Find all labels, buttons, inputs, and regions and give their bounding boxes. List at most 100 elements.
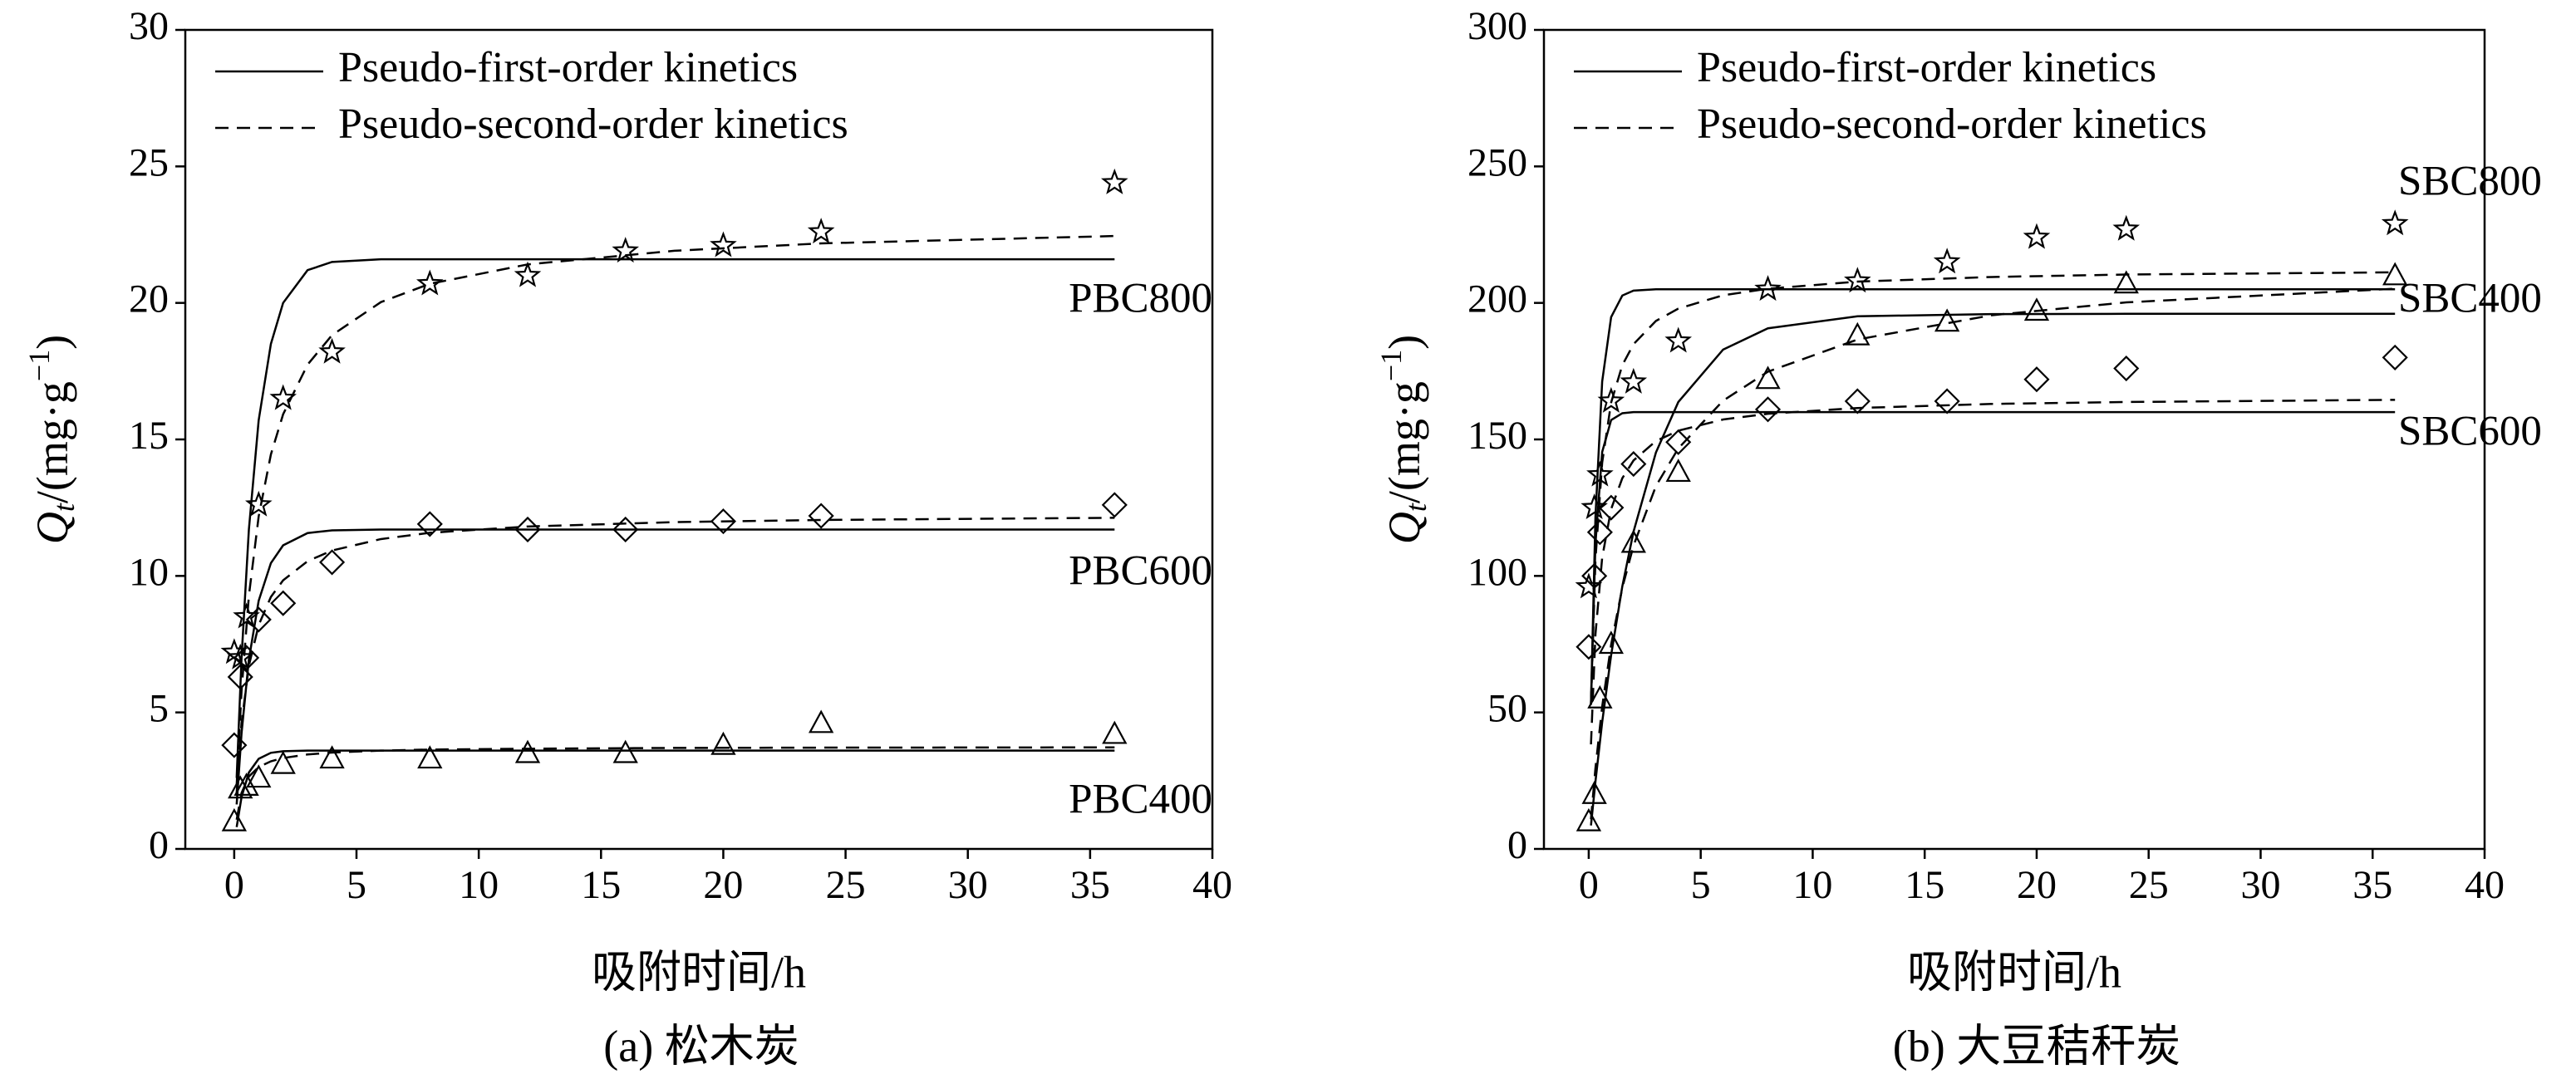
y-axis-label-part: −1 <box>22 350 56 381</box>
x-tick-label: 0 <box>1579 863 1599 907</box>
plot-frame <box>1542 28 2486 851</box>
data-point <box>1598 630 1625 655</box>
x-tick-label: 20 <box>2017 863 2057 907</box>
x-tick-label: 40 <box>2465 863 2505 907</box>
data-point <box>808 709 834 733</box>
y-tick-label: 15 <box>129 414 169 458</box>
data-point <box>612 739 638 763</box>
x-tick-label: 15 <box>1905 863 1944 907</box>
y-tick-label: 25 <box>129 140 169 184</box>
x-tick-label: 35 <box>2352 863 2392 907</box>
legend-label: Pseudo-second-order kinetics <box>1697 101 2207 148</box>
data-point <box>270 590 297 616</box>
x-tick-label: 25 <box>826 863 866 907</box>
data-point <box>319 549 346 576</box>
data-point <box>2112 214 2141 241</box>
x-axis-label: 吸附时间/h <box>1907 947 2121 997</box>
y-axis-label-part: Q <box>1379 512 1429 544</box>
data-point <box>1934 388 1960 414</box>
series-label: PBC800 <box>1069 276 1212 322</box>
legend-label: Pseudo-first-order kinetics <box>1697 44 2156 91</box>
data-point <box>2382 344 2408 370</box>
data-point <box>1598 494 1625 521</box>
x-tick-label: 40 <box>1192 863 1232 907</box>
y-tick-label: 200 <box>1467 277 1527 321</box>
data-point <box>2113 270 2139 294</box>
x-tick-label: 10 <box>459 863 499 907</box>
data-point <box>1754 396 1782 423</box>
data-point <box>1576 634 1602 660</box>
data-point <box>514 261 542 287</box>
data-point <box>234 773 259 797</box>
data-point <box>417 745 443 769</box>
data-point <box>1845 321 1871 346</box>
x-tick-label: 35 <box>1070 863 1110 907</box>
fit-line <box>235 746 1115 821</box>
data-point <box>228 775 253 799</box>
data-point <box>612 237 640 263</box>
data-point <box>234 645 260 671</box>
series-label: PBC600 <box>1069 548 1212 595</box>
y-axis-label-part: /(mg·g <box>1379 381 1429 503</box>
y-axis-label: Qt/(mg·g−1) <box>22 335 81 544</box>
data-point <box>808 503 834 529</box>
y-axis-label-part: t <box>47 503 81 512</box>
x-tick-label: 0 <box>224 863 244 907</box>
data-point <box>221 807 248 831</box>
data-point <box>710 231 737 258</box>
x-axis-label: 吸附时间/h <box>592 947 806 997</box>
data-point <box>2023 366 2050 393</box>
data-point <box>1620 367 1648 394</box>
data-point <box>1586 519 1613 546</box>
data-point <box>1664 326 1693 353</box>
data-point <box>221 732 248 758</box>
fit-line <box>1590 399 2396 745</box>
data-point <box>2381 209 2409 236</box>
y-tick-label: 30 <box>129 4 169 48</box>
data-point <box>1755 365 1781 390</box>
y-tick-label: 10 <box>129 550 169 594</box>
data-point <box>1575 572 1603 599</box>
fit-line <box>1590 271 2396 705</box>
x-tick-label: 5 <box>1691 863 1711 907</box>
data-point <box>415 269 444 296</box>
x-tick-label: 30 <box>2240 863 2280 907</box>
data-point <box>245 606 272 633</box>
data-point <box>1581 493 1608 520</box>
data-point <box>1581 780 1607 804</box>
data-point <box>246 764 272 788</box>
data-point <box>710 508 736 535</box>
fit-line <box>235 234 1115 786</box>
data-point <box>1665 459 1691 483</box>
y-axis-label-part: /(mg·g <box>27 381 77 503</box>
fit-line <box>1590 410 2396 705</box>
series-label: SBC600 <box>2398 409 2542 455</box>
data-point <box>612 516 639 543</box>
y-tick-label: 300 <box>1467 4 1527 48</box>
data-point <box>710 731 736 755</box>
data-point <box>1620 529 1646 553</box>
y-tick-label: 0 <box>1507 823 1527 867</box>
data-point <box>514 739 541 763</box>
data-point <box>1101 492 1128 518</box>
plot-frame <box>184 28 1214 851</box>
data-point <box>1844 388 1871 414</box>
fit-line <box>235 517 1115 793</box>
fit-line <box>235 258 1115 778</box>
data-point <box>1100 168 1128 194</box>
data-point <box>2113 355 2140 382</box>
x-tick-label: 25 <box>2129 863 2169 907</box>
y-axis-label-part: t <box>1399 503 1433 512</box>
fit-line <box>1590 287 2396 704</box>
data-point <box>1576 807 1602 831</box>
y-tick-label: 0 <box>149 823 169 867</box>
data-point <box>1665 429 1692 455</box>
fit-line <box>235 528 1115 805</box>
data-point <box>227 664 253 690</box>
data-point <box>514 516 541 543</box>
y-axis-label: Qt/(mg·g−1) <box>1374 335 1433 544</box>
data-point <box>244 490 273 517</box>
y-tick-label: 250 <box>1467 140 1527 184</box>
data-point <box>2023 223 2051 249</box>
fit-line <box>1590 312 2396 826</box>
